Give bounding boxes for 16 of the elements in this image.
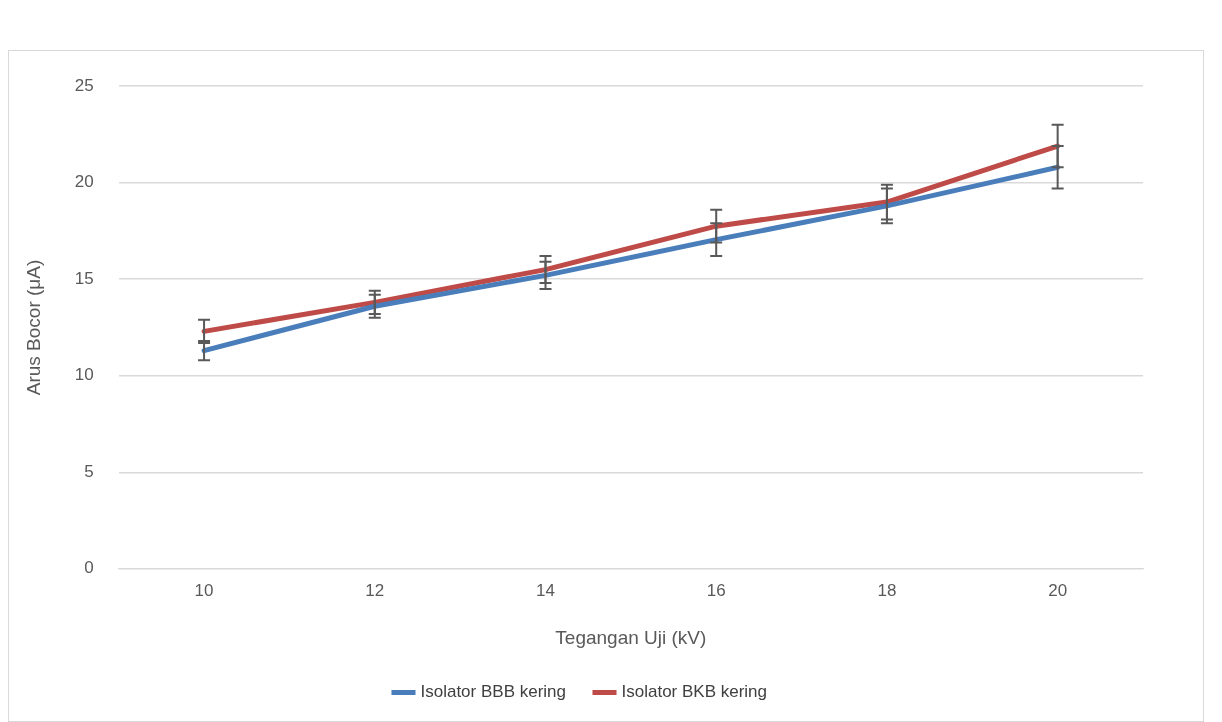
x-axis-title: Tegangan Uji (kV) (555, 626, 707, 648)
x-tick-label: 20 (1048, 580, 1068, 600)
legend-label: Isolator BKB kering (621, 682, 768, 702)
y-tick-label: 0 (84, 558, 94, 578)
legend-label: Isolator BBB kering (420, 682, 566, 702)
y-axis-title: Arus Bocor (μA) (22, 259, 44, 396)
y-tick-label: 25 (74, 75, 94, 95)
x-tick-label: 18 (877, 580, 897, 600)
y-tick-label: 5 (84, 461, 94, 481)
x-tick-label: 16 (706, 580, 726, 600)
x-tick-label: 10 (194, 580, 214, 600)
y-tick-label: 10 (74, 365, 94, 385)
x-tick-label: 14 (536, 580, 555, 600)
y-tick-label: 20 (74, 172, 94, 192)
y-tick-label: 15 (74, 268, 94, 288)
x-tick-label: 12 (365, 580, 385, 600)
